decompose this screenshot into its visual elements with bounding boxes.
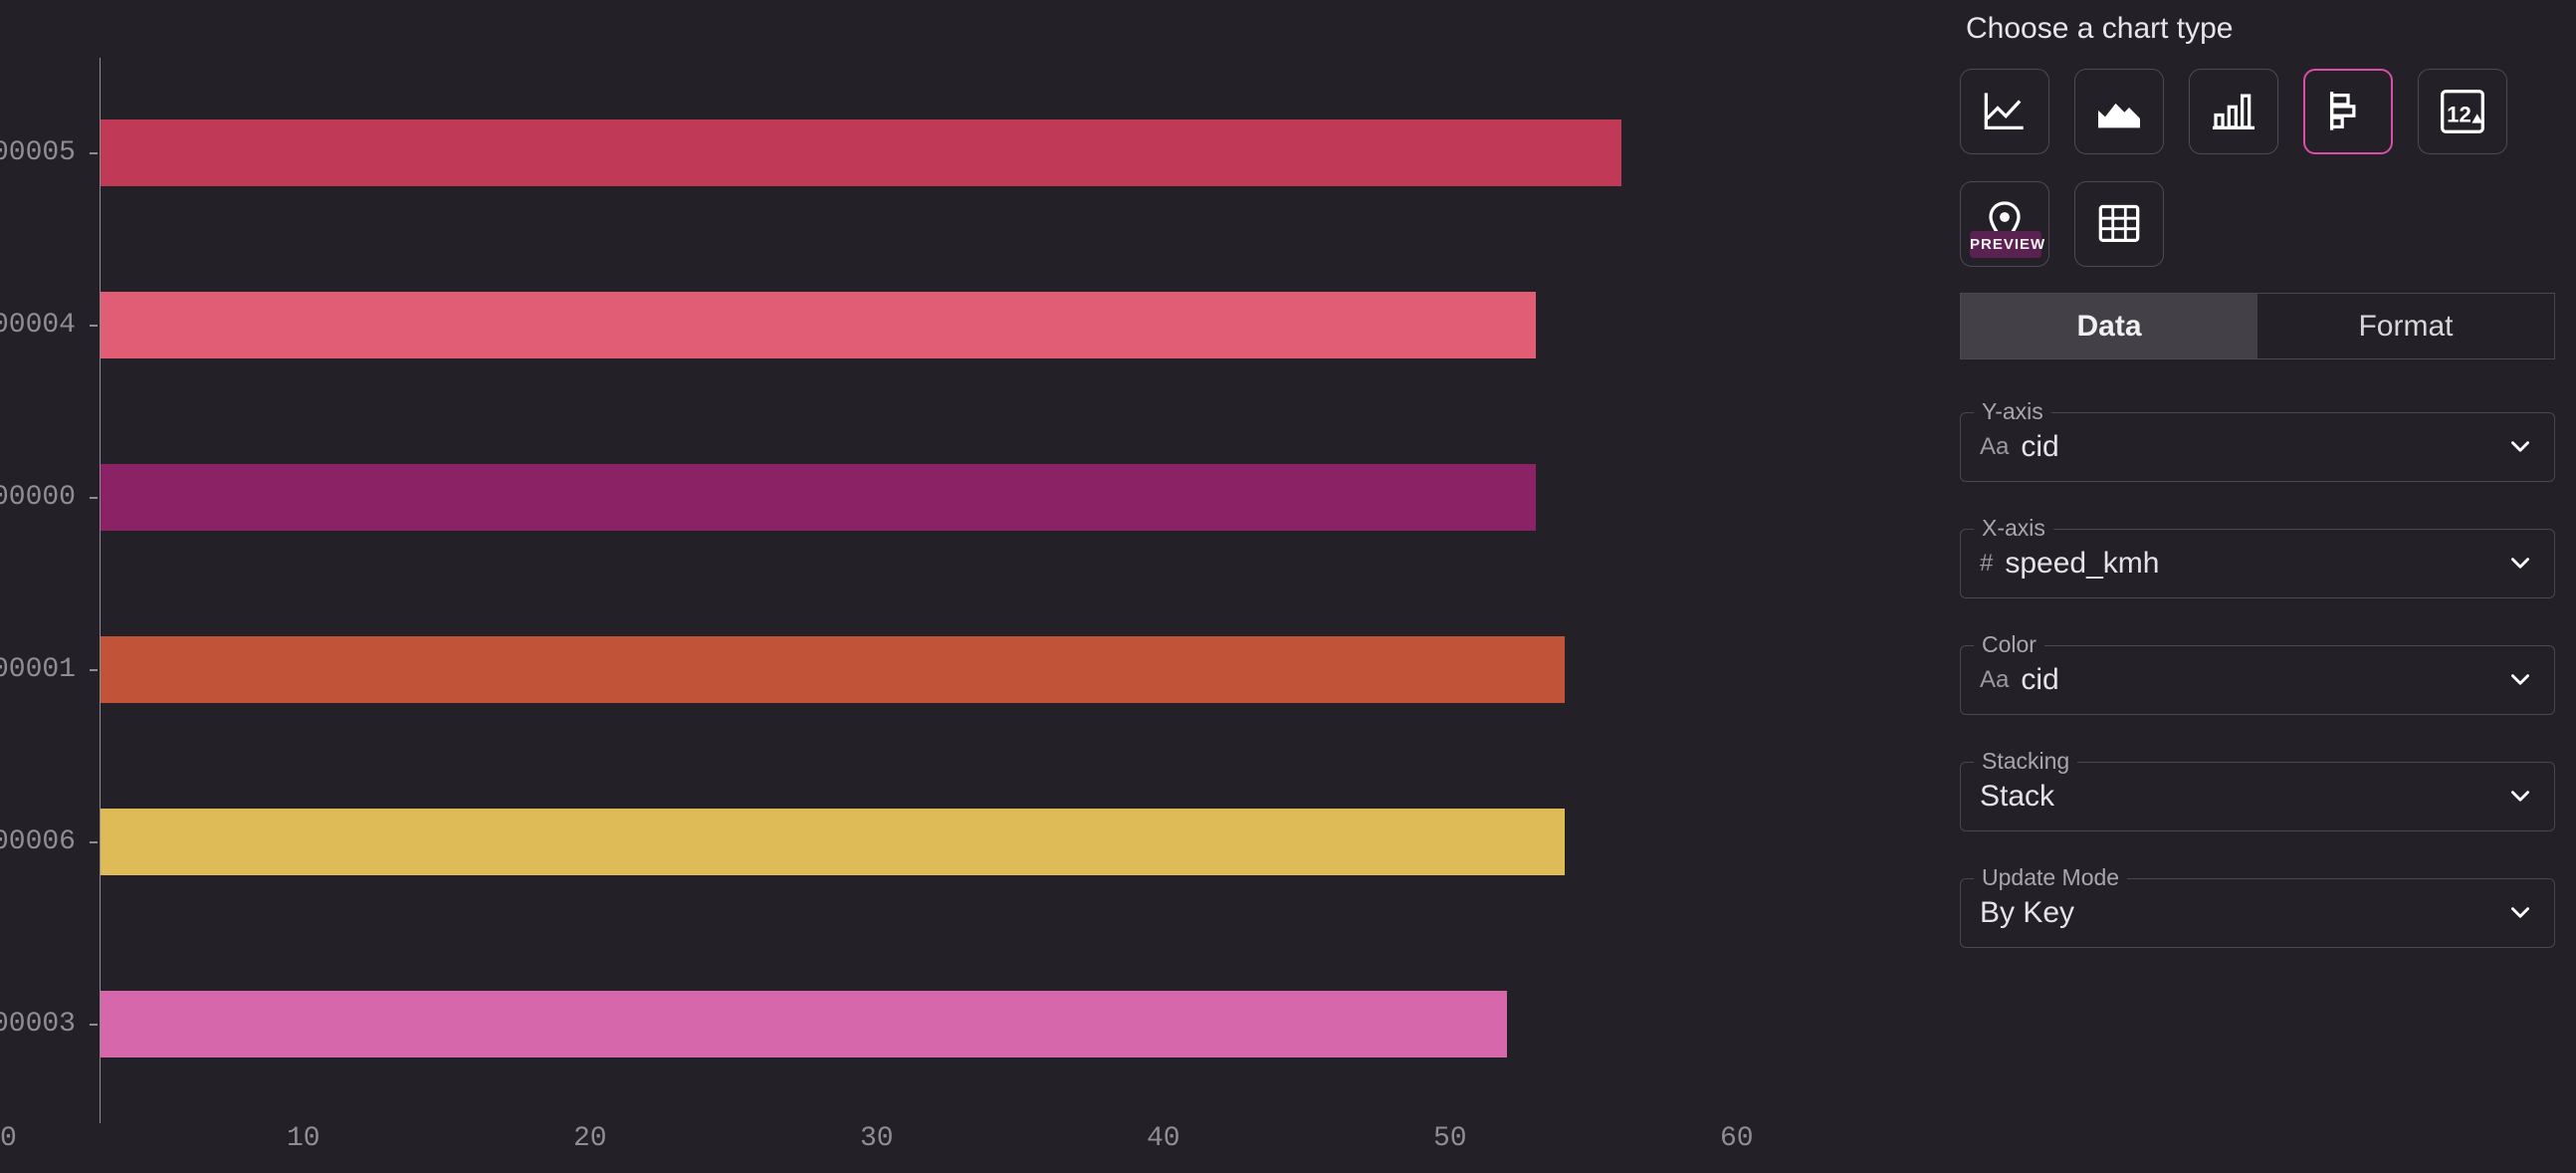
svg-text:12: 12	[2447, 103, 2471, 127]
